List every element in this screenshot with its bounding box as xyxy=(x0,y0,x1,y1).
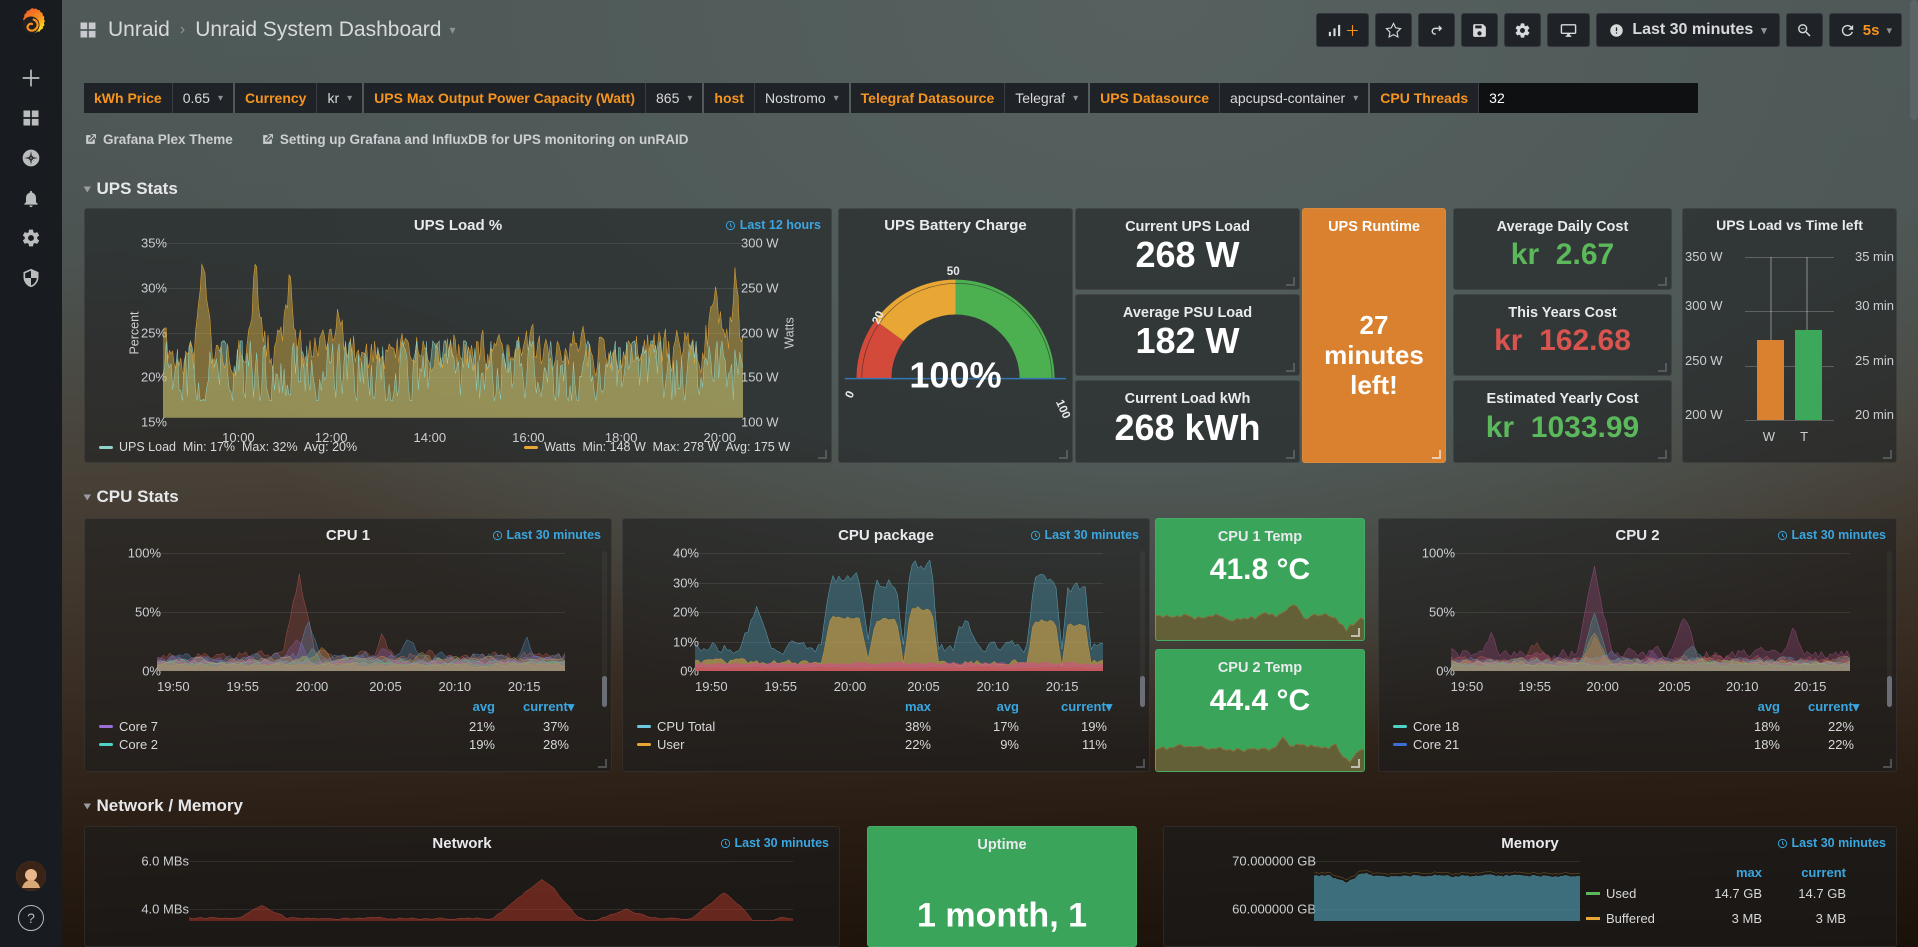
svg-text:0: 0 xyxy=(843,389,858,400)
svg-text:50: 50 xyxy=(947,265,960,278)
svg-text:100%: 100% xyxy=(909,354,1001,395)
svg-text:100: 100 xyxy=(1053,398,1072,421)
